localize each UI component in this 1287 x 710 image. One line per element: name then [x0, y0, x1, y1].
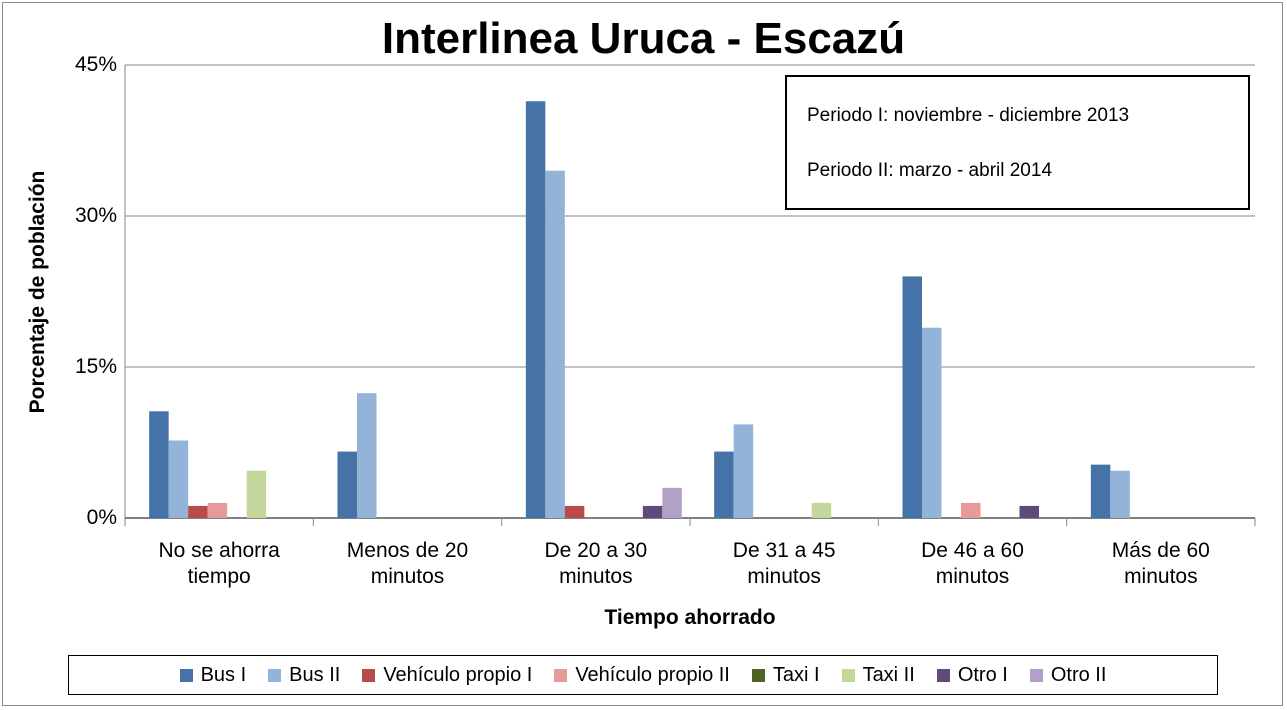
- annotation: Periodo II: marzo - abril 2014: [807, 160, 1053, 181]
- bar: [337, 451, 357, 518]
- legend-swatch: [179, 668, 193, 682]
- y-tick-label: 0%: [86, 506, 117, 529]
- bar: [662, 487, 682, 518]
- bar: [714, 451, 734, 518]
- legend-item: Otro II: [1029, 663, 1107, 687]
- legend-item: Vehículo propio II: [554, 664, 730, 687]
- legend: Bus I Bus II Vehículo propio I Vehículo pro…: [68, 655, 1218, 695]
- legend-item: Bus I: [179, 663, 247, 687]
- legend-swatch: [936, 668, 950, 682]
- bar: [1110, 470, 1130, 518]
- x-tick-label: De 20 a 30 minutos: [544, 539, 648, 588]
- bar: [642, 505, 663, 518]
- legend-swatch: [268, 668, 282, 682]
- legend-label: Vehículo propio I: [383, 663, 533, 686]
- y-tick-label: 45%: [74, 53, 117, 76]
- legend-swatch: [554, 668, 568, 682]
- x-tick-label: Más de 60 minutos: [1111, 539, 1210, 588]
- bar: [246, 470, 267, 518]
- legend-label: Vehículo propio II: [575, 663, 730, 686]
- legend-label: Otro II: [1050, 663, 1107, 686]
- bar: [207, 502, 228, 518]
- x-tick-label: No se ahorra tiempo: [158, 539, 280, 588]
- annotation-box: Periodo I: noviembre - diciembre 2013 Pe…: [785, 75, 1250, 210]
- bar: [811, 502, 832, 518]
- bar: [922, 327, 942, 518]
- legend-label: Bus II: [289, 663, 341, 686]
- bar: [149, 411, 169, 518]
- legend-swatch: [362, 668, 376, 682]
- legend-swatch: [1029, 668, 1043, 682]
- x-tick-label: De 31 a 45 minutos: [732, 539, 836, 588]
- bar: [188, 505, 208, 518]
- bar: [1090, 464, 1111, 518]
- bar: [902, 276, 922, 518]
- x-tick-label: De 46 a 60 minutos: [921, 539, 1024, 588]
- y-tick-label: 15%: [74, 355, 117, 378]
- legend-item: Taxi I: [751, 663, 820, 687]
- chart-title: Interlinea Uruca - Escazú: [381, 14, 906, 63]
- bar: [357, 393, 377, 518]
- y-tick-label: 30%: [74, 204, 117, 227]
- x-tick-label: Menos de 20 minutos: [346, 539, 469, 588]
- legend-item: Taxi II: [841, 663, 915, 687]
- legend-label: Taxi II: [862, 663, 915, 686]
- bar: [545, 170, 565, 518]
- bar: [564, 505, 585, 518]
- legend-swatch: [751, 668, 765, 682]
- legend-label: Bus I: [200, 663, 247, 686]
- legend-item: Otro I: [936, 663, 1008, 687]
- bar: [1019, 505, 1039, 518]
- annotation: Periodo I: noviembre - diciembre 2013: [807, 105, 1130, 126]
- legend-label: Taxi I: [772, 663, 820, 686]
- legend-item: Vehículo propio I: [362, 664, 532, 687]
- bar: [525, 101, 546, 519]
- legend-label: Otro I: [957, 663, 1008, 686]
- legend-swatch: [841, 668, 855, 682]
- x-axis-label: Tiempo ahorrado: [604, 606, 776, 629]
- bar: [961, 502, 981, 518]
- legend-item: Bus II: [268, 664, 340, 687]
- bar: [168, 440, 189, 518]
- bar: [733, 424, 754, 518]
